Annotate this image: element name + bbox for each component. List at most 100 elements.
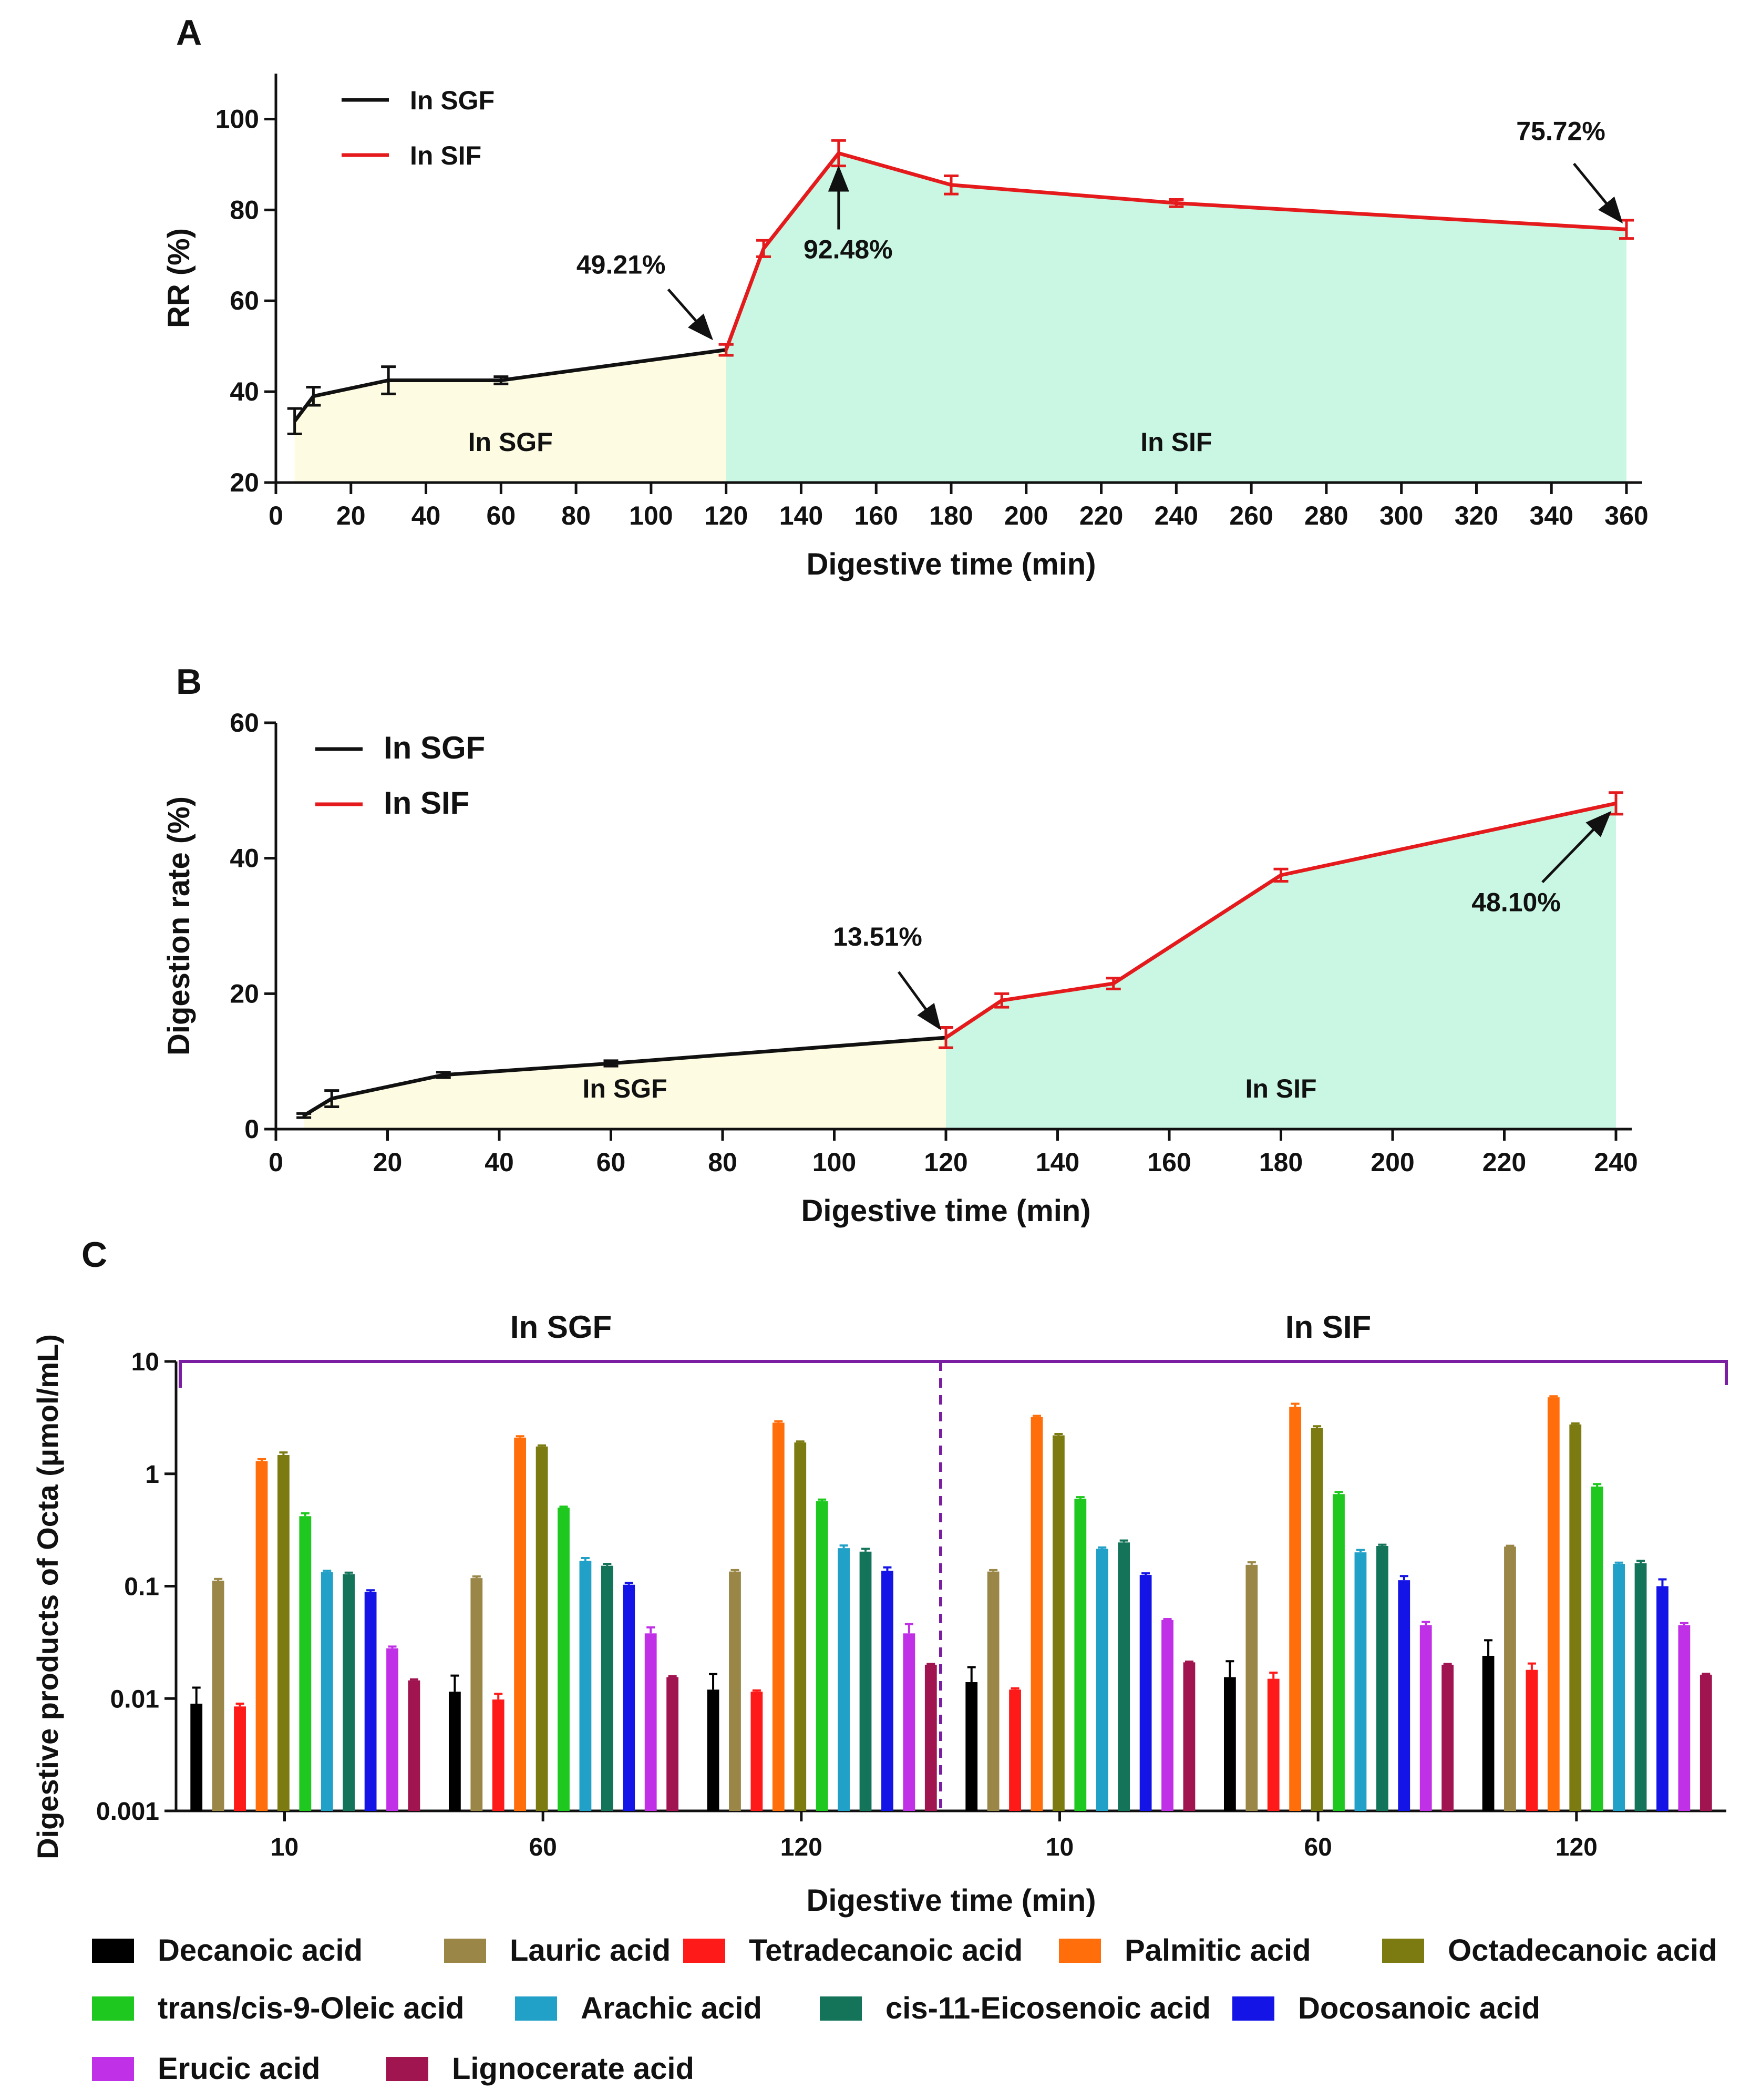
bar [987,1571,1000,1811]
bar [1009,1689,1021,1811]
legend-label: Lauric acid [510,1933,671,1968]
bar [212,1580,224,1811]
x-tick-label: 140 [1036,1148,1079,1177]
annotation-label: 48.10% [1471,887,1561,917]
bar [924,1664,937,1811]
x-tick-label: 60 [596,1148,626,1177]
x-tick-label: 100 [629,501,673,530]
sif-region [946,803,1616,1129]
x-tick-label: 10 [271,1833,298,1861]
legend-label: In SIF [410,141,481,170]
bar [1656,1586,1669,1811]
bar [321,1572,333,1811]
y-tick-label: 0.001 [96,1798,159,1826]
legend-label: Erucic acid [158,2052,320,2086]
y-tick-label: 1 [145,1461,159,1489]
bar [364,1592,377,1811]
bar [1074,1499,1087,1811]
legend-label: Octadecanoic acid [1448,1933,1717,1968]
legend-swatch [92,2057,134,2081]
bar [903,1633,915,1811]
x-tick-label: 60 [487,501,516,530]
bar [1526,1669,1538,1811]
region-label-sif: In SIF [1245,1074,1316,1103]
region-label-sgf: In SGF [468,427,553,457]
bar [729,1571,741,1811]
group-bracket [179,1360,1728,1388]
x-axis-title: Digestive time (min) [806,1883,1096,1918]
y-tick-label: 10 [131,1348,159,1376]
x-tick-label: 240 [1155,501,1198,530]
bar [190,1704,203,1811]
sgf-region [294,350,726,483]
bar [1398,1580,1410,1811]
panel-letter: A [176,13,202,53]
x-axis-title: Digestive time (min) [806,547,1096,581]
region-label-sgf: In SGF [583,1074,667,1103]
x-tick-label: 260 [1229,501,1273,530]
bar [838,1548,850,1811]
x-tick-label: 60 [529,1833,557,1861]
y-tick-label: 40 [230,844,259,873]
legend-label: In SIF [384,785,469,821]
bar [1613,1564,1625,1811]
series-line [724,151,1627,351]
bar [750,1692,763,1811]
x-tick-label: 320 [1455,501,1498,530]
y-tick-label: 0.1 [124,1573,159,1601]
bar [1569,1424,1582,1811]
panel-c: C 10 1 0.1 0.01 0.001 In SGF In SIF 10 60 120 10 60 1… [31,1235,1728,2086]
annotation-arrow [897,971,941,1030]
legend-label: trans/cis-9-Oleic acid [158,1991,464,2025]
y-tick-label: 0.01 [110,1685,159,1713]
legend-label: cis-11-Eicosenoic acid [885,1991,1211,2025]
bar [601,1565,613,1811]
bar [448,1692,461,1811]
x-tick-label: 340 [1530,501,1573,530]
bar [1333,1494,1345,1811]
bar [1678,1625,1691,1811]
x-tick-label: 10 [1046,1833,1074,1861]
legend-label: Palmitic acid [1125,1933,1311,1968]
bar [1591,1487,1603,1811]
legend-swatch [515,1996,557,2021]
x-tick-label: 20 [373,1148,403,1177]
region-label-sif: In SIF [1140,427,1212,457]
annotation-arrow [667,288,713,341]
bar [1118,1542,1130,1811]
bar [386,1648,398,1811]
x-tick-label: 120 [780,1833,822,1861]
bar [514,1437,527,1811]
group-header-sif: In SIF [1285,1309,1371,1345]
annotation-arrow [1573,162,1623,224]
bar [1161,1620,1173,1811]
x-tick-label: 120 [704,501,748,530]
x-tick-label: 80 [708,1148,737,1177]
panel-letter: C [81,1235,107,1275]
panel-letter: B [176,662,202,702]
bar [1139,1575,1152,1811]
y-tick-label: 80 [230,195,259,224]
legend-label: Tetradecanoic acid [749,1933,1023,1968]
bar [277,1454,290,1811]
bar [492,1699,504,1811]
group-header-sgf: In SGF [510,1309,612,1345]
y-tick-label: 20 [230,468,259,497]
x-tick-label: 160 [1147,1148,1191,1177]
bar [859,1551,872,1811]
bar [299,1516,312,1811]
bar [1223,1677,1236,1811]
bar [1376,1545,1388,1811]
legend-swatch [683,1939,725,1963]
bar [623,1584,635,1811]
x-axis-title: Digestive time (min) [801,1194,1090,1228]
x-tick-label: 160 [854,501,898,530]
legend-label: In SGF [384,730,485,765]
annotation-arrow [1541,811,1612,884]
bar [1441,1664,1454,1811]
x-tick-label: 280 [1304,501,1348,530]
bar [579,1561,592,1811]
y-axis-title: RR (%) [162,228,196,328]
x-tick-label: 240 [1594,1148,1638,1177]
panel-b: B 0 20 40 60 80 100 120 140 160 180 200 220 240 0 20 40 6… [162,662,1638,1228]
